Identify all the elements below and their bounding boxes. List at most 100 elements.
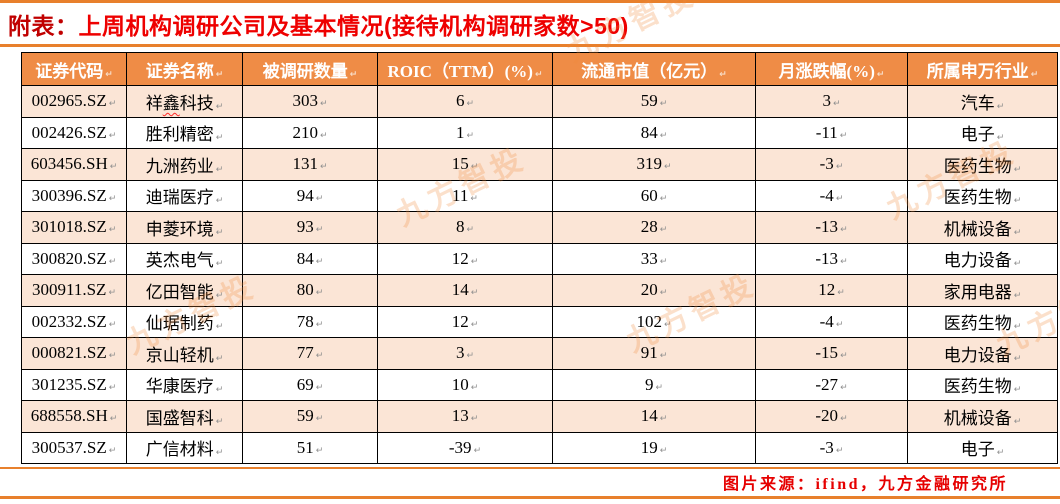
- return-mark: ↵: [108, 130, 117, 141]
- column-header-code: 证券代码 ↵: [21, 52, 127, 86]
- roic-cell: 12 ↵: [377, 242, 553, 275]
- return-mark: ↵: [659, 351, 668, 362]
- return-mark: ↵: [1013, 416, 1022, 427]
- name-cell: 迪瑞医疗 ↵: [126, 179, 243, 212]
- count-cell: 93 ↵: [242, 211, 378, 244]
- industry-cell: 医药生物 ↵: [907, 305, 1058, 338]
- roic-cell: -39 ↵: [377, 431, 553, 464]
- count-cell: 51 ↵: [242, 431, 378, 464]
- title-underline: [0, 44, 1060, 47]
- bottom-divider: [0, 496, 1060, 499]
- name-cell: 祥鑫科技 ↵: [126, 85, 243, 118]
- return-mark: ↵: [108, 256, 117, 267]
- count-cell: 131 ↵: [242, 148, 378, 181]
- return-mark: ↵: [315, 445, 324, 456]
- return-mark: ↵: [659, 130, 668, 141]
- return-mark: ↵: [663, 319, 672, 330]
- return-mark: ↵: [108, 225, 117, 236]
- mktcap-cell: 102 ↵: [552, 305, 756, 338]
- change-cell: 12 ↵: [755, 274, 908, 307]
- return-mark: ↵: [659, 414, 668, 425]
- industry-cell: 机械设备 ↵: [907, 211, 1058, 244]
- table-row: 300911.SZ ↵ 亿田智能 ↵ 80 ↵ 14 ↵ 20 ↵ 12 ↵ 家用电器 ↵: [21, 274, 1058, 307]
- change-cell: -4 ↵: [755, 179, 908, 212]
- return-mark: ↵: [215, 259, 224, 270]
- code-cell: 300820.SZ ↵: [21, 242, 127, 275]
- count-cell: 210 ↵: [242, 116, 378, 149]
- industry-cell: 机械设备 ↵: [907, 400, 1058, 433]
- mktcap-cell: 60 ↵: [552, 179, 756, 212]
- return-mark: ↵: [1013, 196, 1022, 207]
- return-mark: ↵: [315, 288, 324, 299]
- return-mark: ↵: [1013, 227, 1022, 238]
- change-cell: -4 ↵: [755, 305, 908, 338]
- roic-cell: 3 ↵: [377, 337, 553, 370]
- return-mark: ↵: [319, 99, 328, 110]
- return-mark: ↵: [315, 351, 324, 362]
- top-divider: [0, 0, 1060, 3]
- research-table: 证券代码 ↵ 证券名称 ↵ 被调研数量 ↵ ROIC（TTM）(%) ↵ 流通市值（亿元） ↵ 月涨…: [21, 52, 1058, 464]
- return-mark: ↵: [659, 225, 668, 236]
- return-mark: ↵: [470, 319, 479, 330]
- change-cell: -27 ↵: [755, 368, 908, 401]
- return-mark: ↵: [840, 225, 848, 236]
- code-cell: 002426.SZ ↵: [21, 116, 127, 149]
- image-source-note: 图片来源：ifind，九方金融研究所: [723, 470, 1012, 494]
- return-mark: ↵: [215, 290, 224, 301]
- return-mark: ↵: [534, 69, 543, 80]
- return-mark: ↵: [839, 130, 848, 141]
- return-mark: ↵: [215, 448, 224, 459]
- table-row: 603456.SH ↵ 九洲药业 ↵ 131 ↵ 15 ↵ 319 ↵ -3 ↵ 医药生物 ↵: [21, 148, 1058, 181]
- return-mark: ↵: [215, 385, 224, 396]
- return-mark: ↵: [470, 414, 479, 425]
- change-cell: -3 ↵: [755, 431, 908, 464]
- return-mark: ↵: [470, 288, 479, 299]
- industry-cell: 电力设备 ↵: [907, 242, 1058, 275]
- industry-cell: 电子 ↵: [907, 116, 1058, 149]
- name-cell: 华康医疗 ↵: [126, 368, 243, 401]
- return-mark: ↵: [108, 99, 117, 110]
- industry-cell: 电子 ↵: [907, 431, 1058, 464]
- return-mark: ↵: [835, 162, 844, 173]
- return-mark: ↵: [659, 193, 668, 204]
- name-cell: 九洲药业 ↵: [126, 148, 243, 181]
- count-cell: 69 ↵: [242, 368, 378, 401]
- return-mark: ↵: [215, 322, 224, 333]
- return-mark: ↵: [315, 256, 324, 267]
- column-header-mktcap: 流通市值（亿元） ↵: [552, 52, 756, 86]
- count-cell: 59 ↵: [242, 400, 378, 433]
- industry-cell: 医药生物 ↵: [907, 148, 1058, 181]
- column-header-roic: ROIC（TTM）(%) ↵: [377, 52, 553, 86]
- mktcap-cell: 91 ↵: [552, 337, 756, 370]
- code-cell: 300537.SZ ↵: [21, 431, 127, 464]
- code-cell: 301018.SZ ↵: [21, 211, 127, 244]
- return-mark: ↵: [215, 353, 224, 364]
- return-mark: ↵: [996, 133, 1005, 144]
- code-cell: 300396.SZ ↵: [21, 179, 127, 212]
- return-mark: ↵: [835, 319, 844, 330]
- roic-cell: 15 ↵: [377, 148, 553, 181]
- code-cell: 603456.SH ↵: [21, 148, 127, 181]
- table-header-row: 证券代码 ↵ 证券名称 ↵ 被调研数量 ↵ ROIC（TTM）(%) ↵ 流通市值（亿元） ↵ 月涨…: [21, 52, 1058, 86]
- roic-cell: 8 ↵: [377, 211, 553, 244]
- mktcap-cell: 33 ↵: [552, 242, 756, 275]
- name-cell: 广信材料 ↵: [126, 431, 243, 464]
- return-mark: ↵: [108, 288, 116, 299]
- count-cell: 94 ↵: [242, 179, 378, 212]
- return-mark: ↵: [473, 445, 482, 456]
- roic-cell: 10 ↵: [377, 368, 553, 401]
- name-cell: 仙琚制药 ↵: [126, 305, 243, 338]
- roic-cell: 14 ↵: [377, 274, 553, 307]
- table-row: 002332.SZ ↵ 仙琚制药 ↵ 78 ↵ 12 ↵ 102 ↵ -4 ↵ 医药生物 ↵: [21, 305, 1058, 338]
- return-mark: ↵: [108, 319, 117, 330]
- count-cell: 78 ↵: [242, 305, 378, 338]
- table-row: 301018.SZ ↵ 申菱环境 ↵ 93 ↵ 8 ↵ 28 ↵ -13 ↵ 机械设备 ↵: [21, 211, 1058, 244]
- change-cell: -13 ↵: [755, 211, 908, 244]
- return-mark: ↵: [215, 69, 224, 80]
- code-cell: 301235.SZ ↵: [21, 368, 127, 401]
- return-mark: ↵: [659, 445, 668, 456]
- code-cell: 300911.SZ ↵: [21, 274, 127, 307]
- return-mark: ↵: [215, 101, 224, 112]
- return-mark: ↵: [996, 448, 1005, 459]
- return-mark: ↵: [837, 288, 845, 299]
